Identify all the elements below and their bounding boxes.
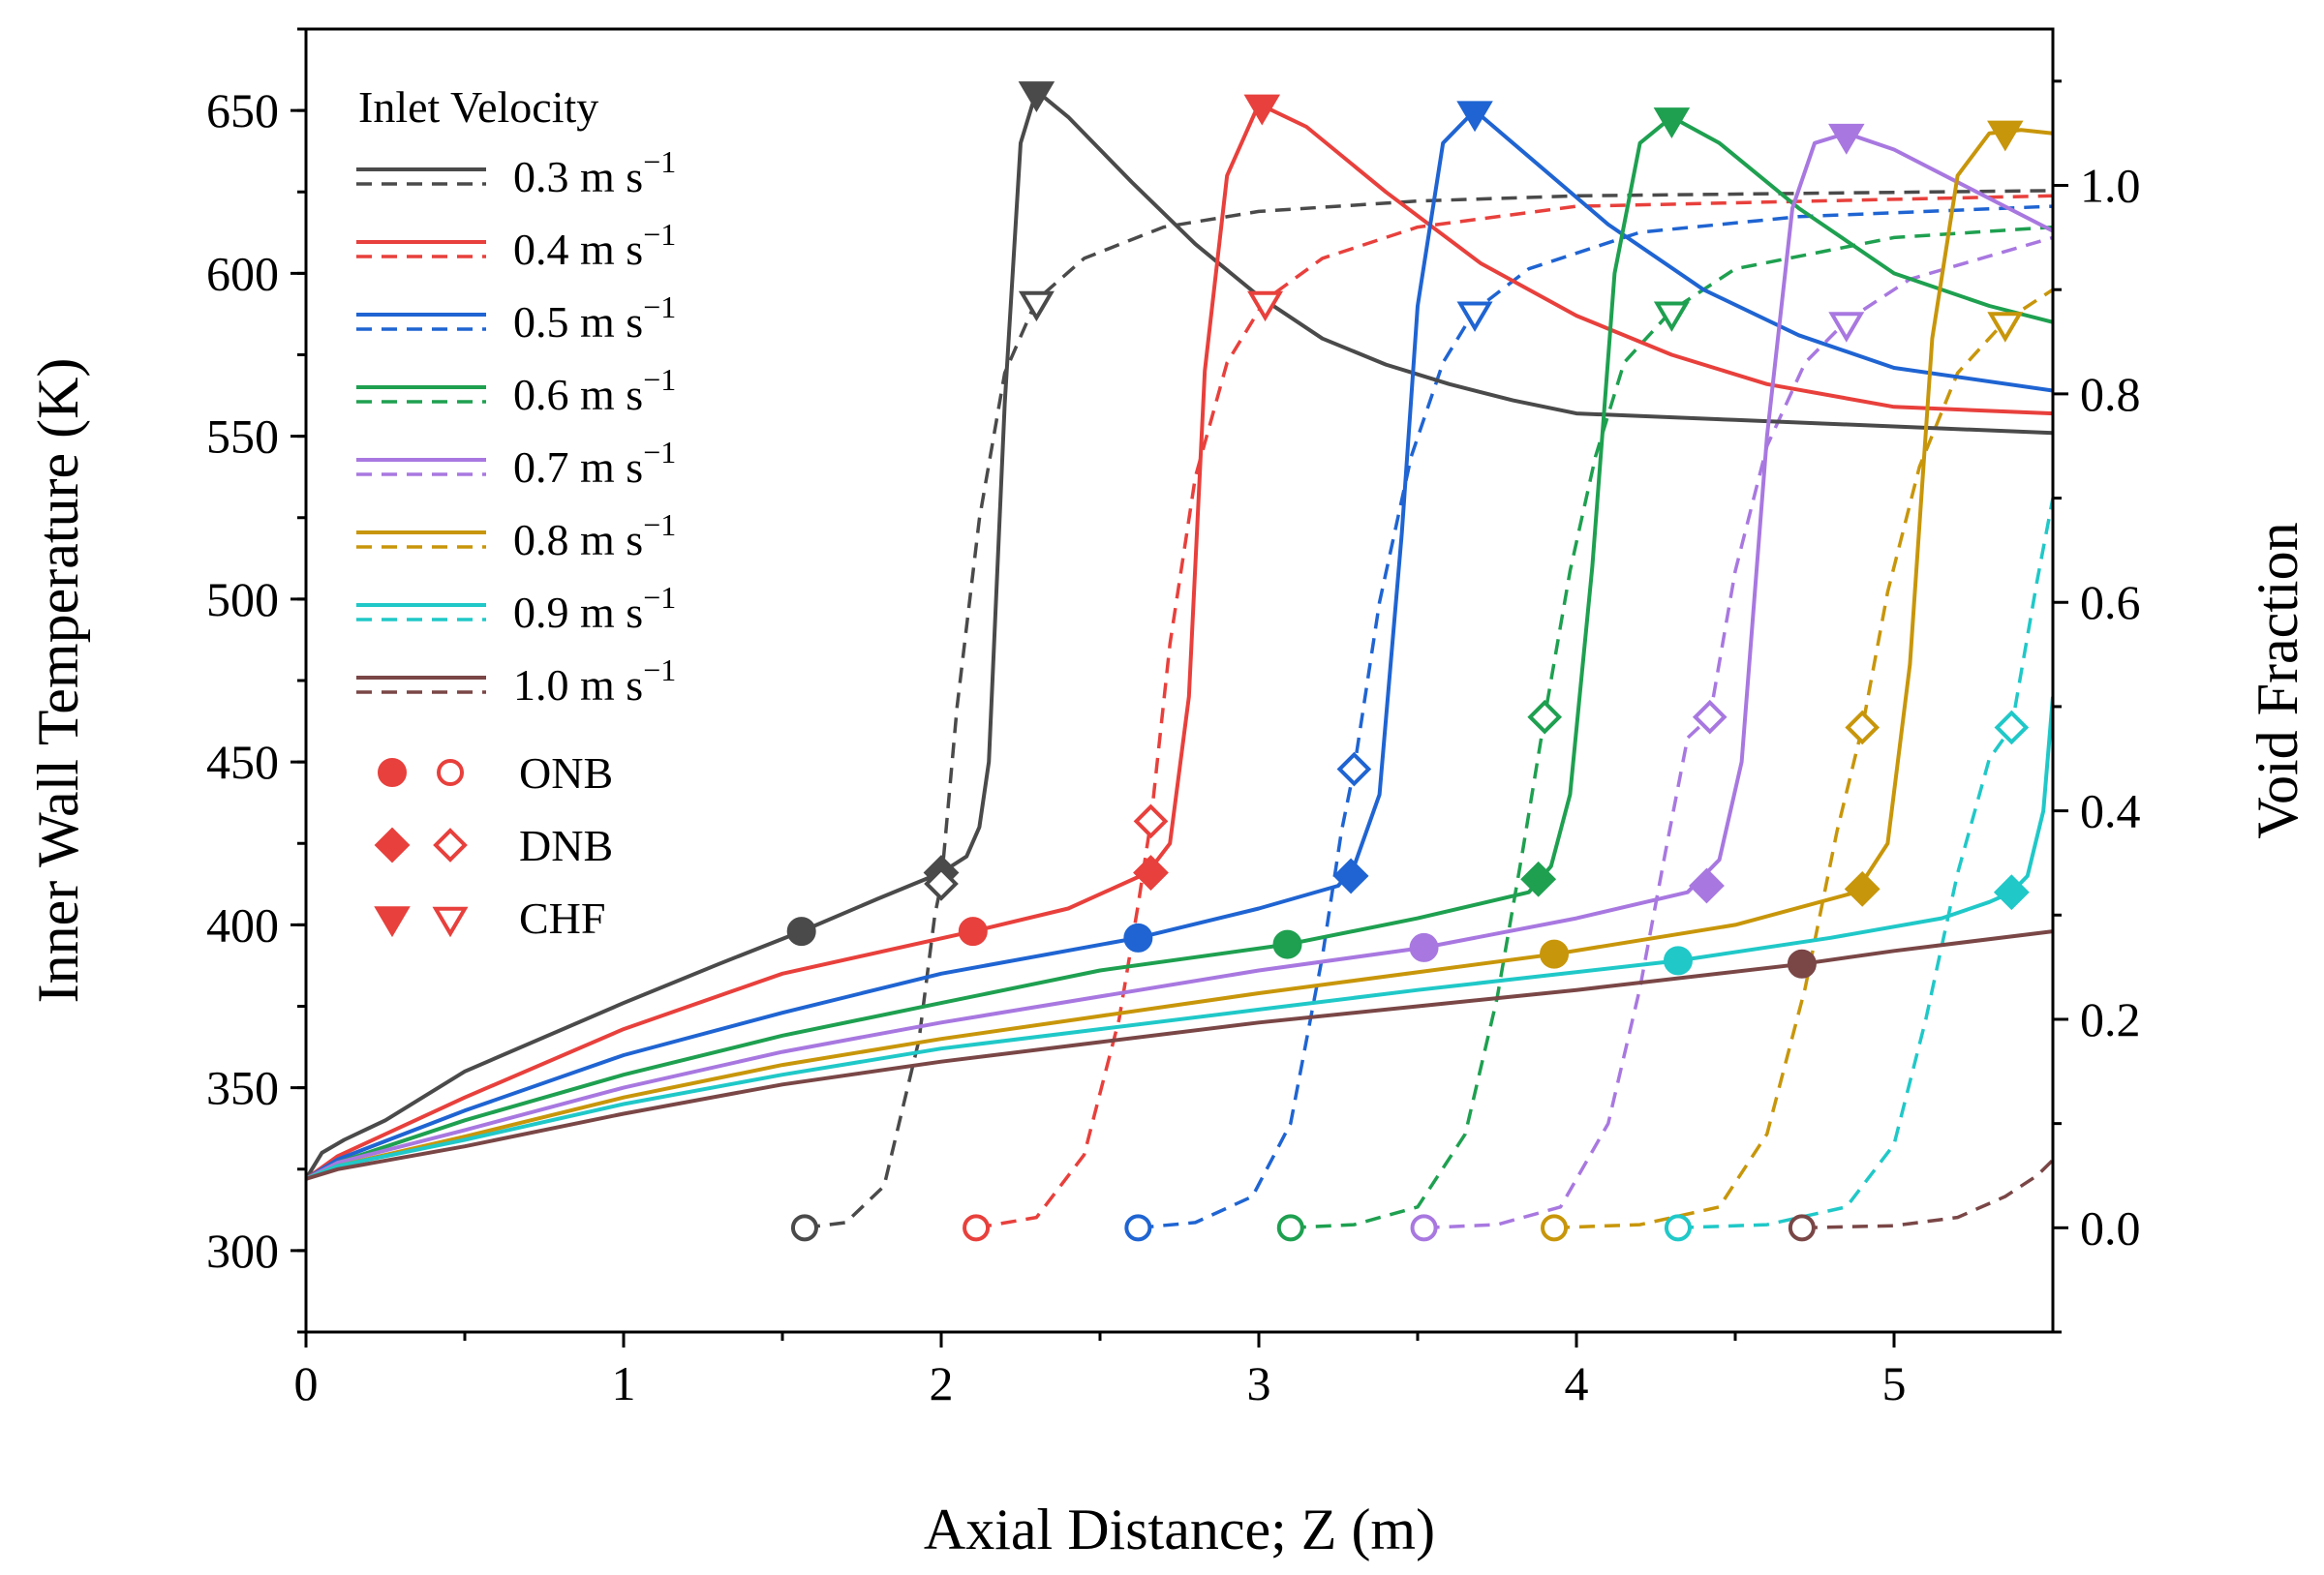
y-tick-label: 500 (206, 572, 279, 626)
chf-marker-0.4 (1243, 94, 1281, 126)
legend-marker-dnb-open (433, 828, 468, 863)
chf-void-marker-0.7 (1828, 312, 1865, 343)
y2-tick-label: 0.2 (2080, 992, 2141, 1046)
chf-void-marker-0.8 (1987, 312, 2024, 343)
y-tick-label: 400 (206, 897, 279, 952)
onb-marker-0.3 (786, 917, 816, 947)
legend-label-0.8: 0.8 m s−1 (513, 507, 676, 564)
legend-marker-chf-open (432, 906, 469, 938)
void-line-1.0 (1801, 1159, 2053, 1230)
x-tick-label: 3 (1247, 1356, 1271, 1410)
onb-void-marker-0.3 (790, 1214, 818, 1242)
onb-marker-0.4 (958, 917, 988, 947)
onb-void-marker-0.8 (1541, 1214, 1569, 1242)
onb-marker-0.7 (1409, 932, 1439, 962)
onb-void-marker-0.6 (1276, 1214, 1304, 1242)
onb-marker-0.9 (1663, 946, 1693, 976)
dnb-marker-0.5 (1332, 858, 1369, 894)
x-tick-label: 5 (1882, 1356, 1907, 1410)
temperature-line-0.3 (306, 88, 2053, 1180)
legend-marker-label-onb: ONB (519, 748, 613, 798)
dnb-void-marker-0.5 (1336, 751, 1372, 787)
onb-void-marker-1.0 (1788, 1214, 1816, 1242)
legend-marker-onb-open (437, 759, 464, 786)
dnb-void-marker-0.3 (924, 866, 959, 901)
legend-marker-onb-filled (378, 758, 407, 787)
void-line-0.4 (975, 194, 2053, 1230)
dnb-marker-0.4 (1133, 855, 1169, 891)
x-tick-label: 0 (294, 1356, 319, 1410)
dnb-marker-0.8 (1844, 870, 1881, 907)
chf-marker-0.7 (1828, 123, 1865, 155)
legend-label-0.9: 0.9 m s−1 (513, 580, 676, 637)
y2-tick-label: 1.0 (2080, 159, 2141, 213)
dnb-marker-0.7 (1689, 867, 1725, 904)
y2-tick-label: 0.6 (2080, 575, 2141, 629)
dnb-void-marker-0.4 (1133, 803, 1169, 839)
y-tick-label: 350 (206, 1061, 279, 1115)
y-tick-label: 600 (206, 246, 279, 300)
y-tick-label: 300 (206, 1224, 279, 1278)
onb-marker-1.0 (1787, 949, 1817, 979)
dnb-void-marker-0.6 (1527, 699, 1563, 735)
legend-label-1.0: 1.0 m s−1 (513, 652, 676, 710)
y-tick-label: 550 (206, 409, 279, 464)
legend-title: Inlet Velocity (358, 82, 598, 132)
temperature-line-0.8 (306, 128, 2053, 1181)
legend-marker-label-dnb: DNB (519, 821, 613, 870)
chf-marker-0.5 (1456, 101, 1493, 133)
legend-label-0.7: 0.7 m s−1 (513, 435, 676, 492)
onb-void-marker-0.7 (1410, 1214, 1438, 1242)
onb-void-marker-0.5 (1124, 1214, 1152, 1242)
y2-axis-title: Void Fraction (2246, 522, 2309, 838)
legend: Inlet Velocity 0.3 m s−1 0.4 m s−1 0.5 m s… (356, 82, 676, 943)
void-line-0.7 (1423, 235, 2053, 1230)
x-tick-label: 1 (612, 1356, 636, 1410)
y-tick-label: 450 (206, 735, 279, 789)
y-axis-title: Inner Wall Temperature (K) (26, 358, 90, 1004)
x-axis-title: Axial Distance; Z (m) (924, 1498, 1435, 1561)
x-tick-label: 4 (1565, 1356, 1589, 1410)
chf-void-marker-0.3 (1018, 290, 1055, 322)
chf-void-marker-0.4 (1247, 290, 1284, 322)
chf-marker-0.3 (1018, 81, 1055, 113)
chf-marker-0.6 (1653, 107, 1691, 138)
onb-void-marker-0.9 (1664, 1214, 1692, 1242)
dnb-void-marker-0.9 (1994, 710, 2030, 745)
x-tick-label: 2 (930, 1356, 954, 1410)
legend-label-0.5: 0.5 m s−1 (513, 289, 676, 347)
y2-tick-label: 0.8 (2080, 367, 2141, 421)
temperature-line-0.6 (306, 114, 2053, 1181)
y2-tick-label: 0.0 (2080, 1200, 2141, 1255)
onb-marker-0.8 (1540, 939, 1570, 969)
y2-tick-label: 0.4 (2080, 784, 2141, 838)
chf-marker-0.8 (1987, 120, 2024, 152)
dnb-void-marker-0.7 (1692, 699, 1728, 735)
legend-label-0.4: 0.4 m s−1 (513, 217, 676, 274)
legend-label-0.6: 0.6 m s−1 (513, 362, 676, 419)
dnb-void-marker-0.8 (1845, 710, 1881, 745)
void-line-0.3 (804, 189, 2053, 1230)
y-tick-label: 650 (206, 83, 279, 137)
onb-void-marker-0.4 (963, 1214, 991, 1242)
void-line-0.5 (1138, 204, 2053, 1230)
legend-marker-label-chf: CHF (519, 894, 605, 943)
onb-marker-0.6 (1272, 929, 1302, 959)
temperature-line-0.4 (306, 102, 2053, 1181)
legend-marker-chf-filled (374, 906, 411, 938)
dnb-marker-0.6 (1520, 861, 1557, 897)
marker-layer (786, 81, 2030, 1242)
void-line-0.8 (1553, 288, 2053, 1230)
legend-marker-dnb-filled (374, 827, 411, 863)
dnb-marker-0.9 (1993, 874, 2030, 911)
axis-layer: 0 1 2 3 4 5 300 350 400 450 500 550 600 650 0.0 0.2 0.4 0… (206, 27, 2141, 1410)
legend-label-0.3: 0.3 m s−1 (513, 144, 676, 201)
onb-marker-0.5 (1123, 923, 1153, 953)
void-line-0.6 (1290, 225, 2053, 1230)
temperature-line-0.5 (306, 108, 2053, 1181)
chf-void-marker-0.6 (1653, 301, 1690, 332)
chf-void-marker-0.5 (1456, 301, 1493, 332)
